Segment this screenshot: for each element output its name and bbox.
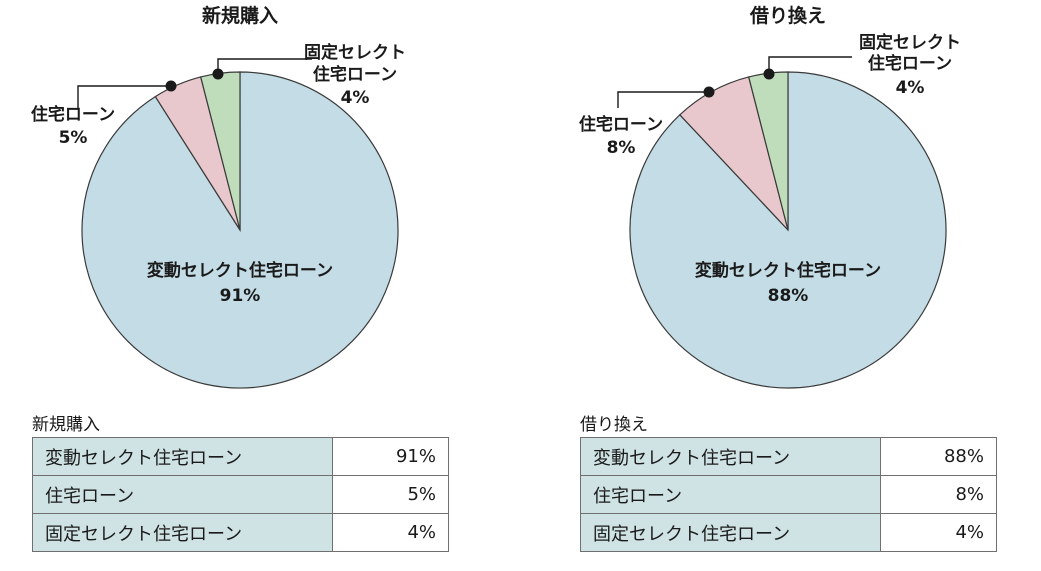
slice-label: 変動セレクト住宅ローン xyxy=(147,260,333,281)
callout-dot xyxy=(165,80,177,92)
callout-dot xyxy=(763,68,775,80)
slice-label: 住宅ローン xyxy=(579,114,663,135)
table-caption-new-purchase: 新規購入 xyxy=(32,415,100,435)
table-cell-label: 住宅ローン xyxy=(580,475,881,514)
table-row: 固定セレクト住宅ローン 4% xyxy=(32,513,449,552)
table-row: 住宅ローン 5% xyxy=(32,475,449,514)
table-cell-label: 住宅ローン xyxy=(32,475,333,514)
table-row: 固定セレクト住宅ローン 4% xyxy=(580,513,997,552)
table-cell-value: 91% xyxy=(332,437,449,476)
slice-value-label: 5% xyxy=(59,128,88,148)
table-cell-label: 固定セレクト住宅ローン xyxy=(580,513,881,552)
slice-value-label: 4% xyxy=(341,88,370,108)
pie-charts-area: 新規購入変動セレクト住宅ローン91%住宅ローン5%固定セレクト住宅ローン4%借り… xyxy=(31,4,961,389)
table-cell-value: 4% xyxy=(880,513,997,552)
table-caption-refinance: 借り換え xyxy=(580,415,648,435)
table-cell-label: 変動セレクト住宅ローン xyxy=(32,437,333,476)
table-row: 住宅ローン 8% xyxy=(580,475,997,514)
slice-label: 住宅ローン xyxy=(868,53,952,74)
slice-label: 住宅ローン xyxy=(313,64,397,85)
table-cell-label: 固定セレクト住宅ローン xyxy=(32,513,333,552)
slice-value-label: 91% xyxy=(220,286,261,306)
table-cell-value: 88% xyxy=(880,437,997,476)
slice-label: 固定セレクト xyxy=(304,42,406,63)
chart-title: 新規購入 xyxy=(202,4,278,27)
callout-line xyxy=(768,56,852,74)
table-new-purchase: 変動セレクト住宅ローン 91% 住宅ローン 5% 固定セレクト住宅ローン 4% xyxy=(32,437,449,552)
callout-line xyxy=(77,85,171,108)
table-refinance: 変動セレクト住宅ローン 88% 住宅ローン 8% 固定セレクト住宅ローン 4% xyxy=(580,437,997,552)
slice-value-label: 4% xyxy=(896,78,925,98)
callout-dot xyxy=(212,68,224,80)
chart-title: 借り換え xyxy=(749,4,826,27)
table-row: 変動セレクト住宅ローン 91% xyxy=(32,437,449,476)
slice-value-label: 8% xyxy=(607,138,636,158)
table-cell-value: 5% xyxy=(332,475,449,514)
slice-label: 住宅ローン xyxy=(31,104,115,125)
callout-dot xyxy=(703,86,715,98)
table-cell-label: 変動セレクト住宅ローン xyxy=(580,437,881,476)
slice-label: 変動セレクト住宅ローン xyxy=(695,260,881,281)
slice-value-label: 88% xyxy=(768,286,809,306)
table-cell-value: 4% xyxy=(332,513,449,552)
slice-label: 固定セレクト xyxy=(859,32,961,53)
table-cell-value: 8% xyxy=(880,475,997,514)
table-row: 変動セレクト住宅ローン 88% xyxy=(580,437,997,476)
callout-line xyxy=(617,91,709,108)
